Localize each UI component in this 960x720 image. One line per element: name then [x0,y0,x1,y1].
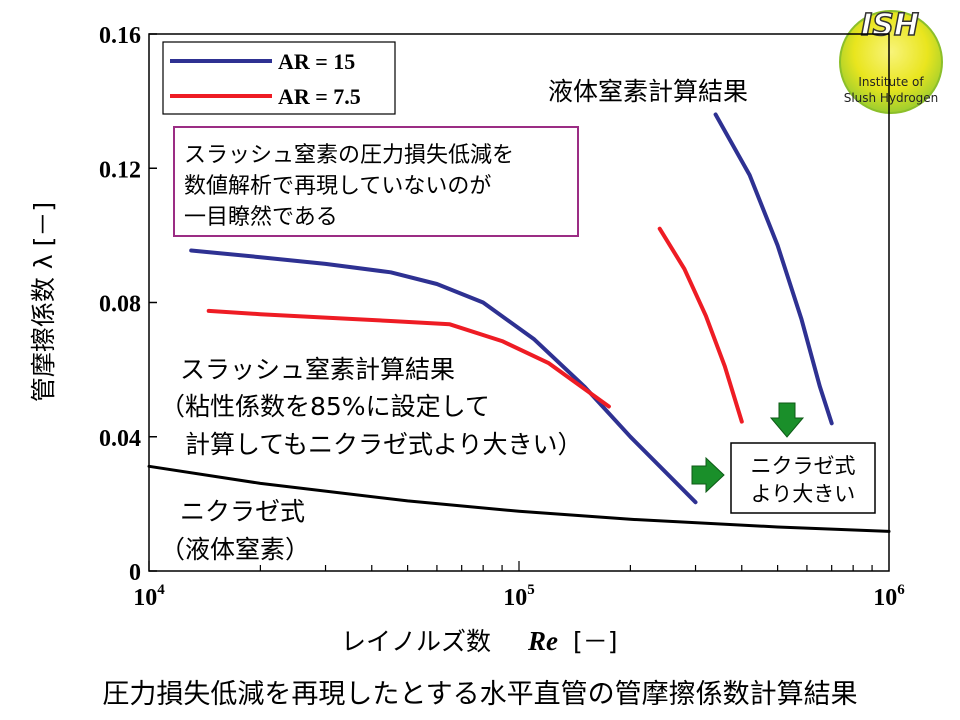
legend: AR = 15 AR = 7.5 [162,41,396,115]
annotation-ln2-result: 液体窒素計算結果 [548,77,748,106]
x-tick-label: 104 [133,582,165,611]
logo-line2: Slush Hydrogen [844,91,939,105]
x-tick-label: 105 [503,582,535,611]
x-tick-exponent: 5 [527,582,535,598]
annotation-slush-2: （粘性係数を85%に設定して [160,392,490,421]
x-tick-exponent: 6 [897,582,905,598]
x-axis-label: レイノルズ数 Re [－] [341,626,618,656]
legend-label-ar75: AR = 7.5 [278,84,361,109]
note-frame [173,126,579,237]
arrow-down-icon [769,402,805,438]
logo-sun-icon [839,10,943,114]
nikuradse-frame [730,442,876,514]
y-tick-label: 0 [129,560,141,586]
note-line-1: スラッシュ窒素の圧力損失低減を [184,143,514,168]
annotation-box-nikuradse: ニクラゼ式 より大きい [730,442,876,514]
y-tick-label: 0.04 [99,426,141,452]
y-axis-label: 管摩擦係数 λ [－] [29,202,58,402]
legend-box [162,41,396,115]
nikuradse-box-line-1: ニクラゼ式 [751,454,856,478]
axis-ticks [148,33,873,572]
annotation-nikuradse-1: ニクラゼ式 [180,497,305,526]
x-tick-exponent: 4 [157,582,165,598]
series-line-slush [189,248,698,505]
x-axis-label-unit: [－] [573,627,618,656]
x-tick-labels: 104 105 106 [133,582,905,611]
series-line-nikuradse [147,464,891,533]
nikuradse-box-line-2: より大きい [751,482,856,506]
annotation-nikuradse-2: （液体窒素） [160,535,310,564]
legend-label-ar15: AR = 15 [278,49,355,74]
note-line-3: 一目瞭然である [184,205,338,230]
series-line-ln2 [657,226,744,424]
x-tick-base: 10 [503,585,527,611]
annotation-box-note: スラッシュ窒素の圧力損失低減を 数値解析で再現していないのが 一目瞭然である [173,126,579,237]
annotation-slush-1: スラッシュ窒素計算結果 [180,355,455,384]
series-group [147,112,891,533]
x-tick-label: 106 [873,582,905,611]
y-tick-labels: 0 0.04 0.08 0.12 0.16 [99,23,141,586]
series-line-ln2 [713,112,834,426]
x-axis-label-symbol: Re [527,626,558,656]
ish-logo: ISH Institute of Slush Hydrogen [839,7,943,114]
y-tick-label: 0.12 [99,157,141,183]
y-tick-label: 0.16 [99,23,141,49]
x-tick-base: 10 [133,585,157,611]
annotation-slush-3: 計算してもニクラゼ式より大きい） [160,430,583,459]
x-axis-label-text: レイノルズ数 [341,627,491,656]
note-line-2: 数値解析で再現していないのが [184,174,491,199]
y-tick-label: 0.08 [99,292,141,318]
arrow-right-icon [691,456,725,494]
logo-line1: Institute of [858,75,924,89]
chart-title: 圧力損失低減を再現したとする水平直管の管摩擦係数計算結果 [102,679,857,710]
logo-text: ISH [861,8,919,43]
x-tick-base: 10 [873,585,897,611]
series-line-slush [206,308,611,409]
